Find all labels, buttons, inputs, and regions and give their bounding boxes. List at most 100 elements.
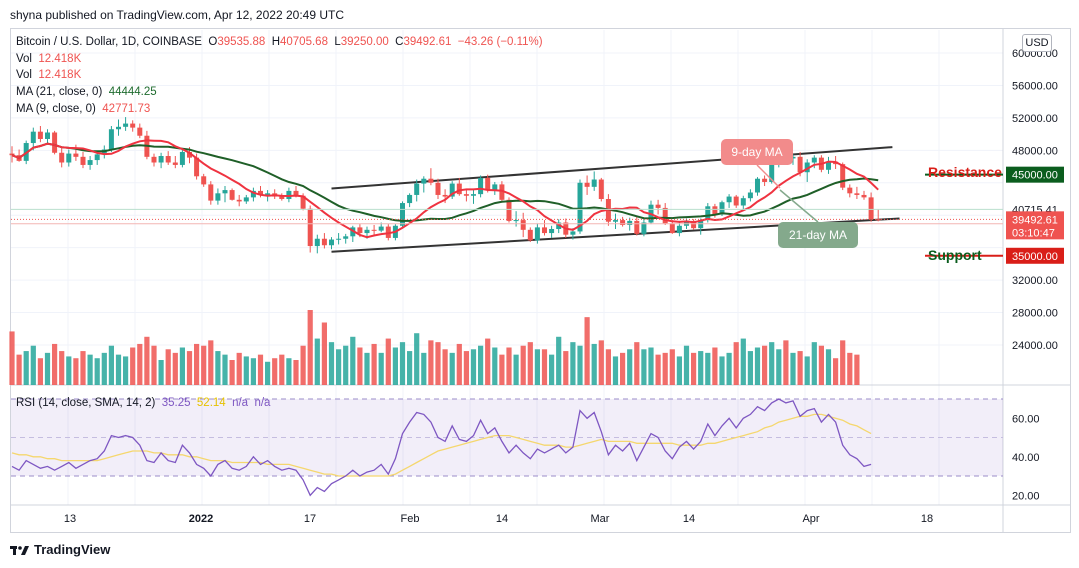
ma21-legend: MA (21, close, 0) 44444.25 xyxy=(16,86,157,98)
volume-bar xyxy=(257,354,264,385)
candle-body xyxy=(108,129,114,150)
volume-bar xyxy=(620,352,626,385)
rsi-tick-label: 60.00 xyxy=(1012,413,1040,425)
candle-body xyxy=(691,220,697,229)
price-tick-label: 52000.00 xyxy=(1012,113,1058,125)
volume-bar xyxy=(478,345,484,385)
volume-bar xyxy=(627,349,633,385)
volume-bar xyxy=(16,354,22,385)
volume-bar xyxy=(840,340,846,385)
candle-body xyxy=(847,187,853,194)
candle-body xyxy=(598,179,604,199)
candle-body xyxy=(300,195,306,209)
volume-bar xyxy=(229,360,235,385)
candle-body xyxy=(762,178,768,182)
rsi-sma-line xyxy=(11,413,872,477)
ma9-callout-label: 9-day MA xyxy=(731,145,782,159)
volume-bar xyxy=(428,340,434,385)
candle-body xyxy=(520,220,526,230)
candle-body xyxy=(329,239,334,246)
volume-bar xyxy=(250,358,256,385)
volume-bar xyxy=(407,351,413,385)
volume-bar xyxy=(293,360,299,385)
volume-bar xyxy=(669,349,675,385)
high-value: 40705.68 xyxy=(280,36,328,48)
candle-body xyxy=(868,197,874,220)
candle-body xyxy=(719,202,725,215)
candle-body xyxy=(414,183,420,195)
candle-body xyxy=(755,178,760,193)
candle-body xyxy=(151,156,157,163)
candle-body xyxy=(250,190,256,198)
annotations[interactable]: 9-day MA 21-day MA Resistance Support xyxy=(721,139,1002,263)
resistance-label: Resistance xyxy=(928,164,1002,180)
volume-bar xyxy=(513,354,519,385)
volume-bar xyxy=(236,352,242,385)
volume-bar xyxy=(691,352,697,385)
price-tick-label: 28000.00 xyxy=(1012,308,1058,320)
currency-button[interactable]: USD xyxy=(1022,34,1052,52)
volume-bar xyxy=(435,342,441,385)
candle-body xyxy=(854,193,860,195)
candle-body xyxy=(797,156,803,173)
candle-body xyxy=(861,194,867,198)
ma9-callout-pointer xyxy=(756,164,781,189)
candle-body xyxy=(371,229,377,231)
time-tick-label: 2022 xyxy=(189,513,213,525)
candle-body xyxy=(584,182,590,187)
volume-bar xyxy=(506,347,512,385)
symbol-name: Bitcoin / U.S. Dollar, 1D, COINBASE xyxy=(16,36,202,48)
ma21-value: 44444.25 xyxy=(108,86,157,98)
candle-body xyxy=(357,227,363,234)
change-value: −43.26 (−0.11%) xyxy=(457,36,543,48)
rsi-tick-label: 40.00 xyxy=(1012,452,1040,464)
candle-body xyxy=(236,199,242,202)
volume-bar xyxy=(520,345,526,385)
volume-bar xyxy=(421,352,427,385)
volume-bar xyxy=(762,345,768,385)
candle-body xyxy=(37,131,43,139)
low-value: 39250.00 xyxy=(340,36,389,48)
candle-body xyxy=(187,151,192,158)
candle-body xyxy=(627,220,633,225)
volume-bar xyxy=(314,338,320,385)
candle-body xyxy=(123,123,129,127)
close-value: 39492.61 xyxy=(403,36,452,48)
candle-body xyxy=(73,153,79,157)
candle-body xyxy=(577,182,583,232)
candle-body xyxy=(378,226,384,231)
volume-bar xyxy=(350,336,356,385)
volume-bar xyxy=(300,345,306,385)
chart-frame xyxy=(10,28,1071,533)
volume-bar xyxy=(364,352,370,385)
volume-bar xyxy=(683,345,690,385)
candle-body xyxy=(215,193,221,201)
candle-body xyxy=(705,206,711,221)
candle-body xyxy=(733,196,739,206)
candle-body xyxy=(428,178,434,183)
volume-bar xyxy=(59,351,65,385)
time-tick-label: 18 xyxy=(921,513,933,525)
footer-brand[interactable]: TradingView xyxy=(10,542,110,557)
price-tick-label: 56000.00 xyxy=(1012,80,1058,92)
volume-bar xyxy=(87,354,93,385)
volume-bar xyxy=(456,343,462,385)
volume-bar xyxy=(272,358,278,385)
candle-body xyxy=(172,162,178,165)
publish-info: shyna published on TradingView.com, Apr … xyxy=(10,8,344,22)
symbol-legend: Bitcoin / U.S. Dollar, 1D, COINBASE O395… xyxy=(16,36,543,48)
candle-body xyxy=(293,190,299,196)
candle-body xyxy=(435,182,441,195)
candle-body xyxy=(137,127,143,136)
low-label: L xyxy=(334,36,341,48)
volume-bar xyxy=(9,331,15,385)
ma21-label: MA (21, close, 0) xyxy=(16,86,103,98)
countdown-label: 03:10:47 xyxy=(1012,227,1055,239)
volume-bar xyxy=(719,356,725,385)
volume-bar xyxy=(527,342,533,385)
volume-bar xyxy=(357,347,363,385)
volume-bar xyxy=(740,338,746,385)
volume-bar xyxy=(534,349,540,385)
price-tick-label: 48000.00 xyxy=(1012,145,1058,157)
